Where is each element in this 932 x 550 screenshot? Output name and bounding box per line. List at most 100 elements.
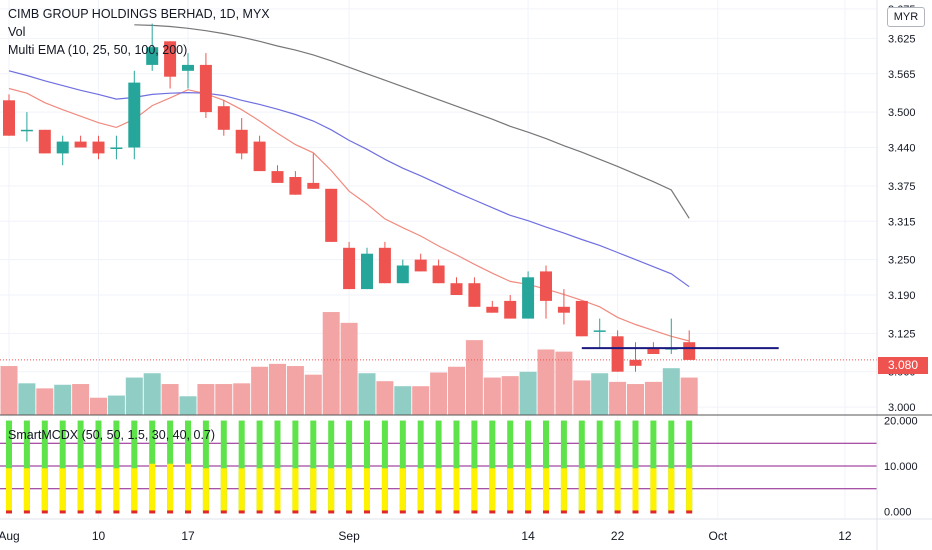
candle-body xyxy=(289,177,302,195)
indicator-green-bar xyxy=(274,420,281,512)
support-line xyxy=(0,347,877,361)
y-tick-label: 3.375 xyxy=(888,181,916,193)
indicator-red-bar xyxy=(614,510,621,514)
indicator-red-bar xyxy=(292,510,299,514)
indicator-green-bar xyxy=(453,420,460,512)
candle-body xyxy=(504,300,517,319)
indicator-red-bar xyxy=(435,510,442,514)
indicator-yellow-bar xyxy=(668,468,675,512)
indicator-label[interactable]: SmartMCDX (50, 50, 1.5, 30, 40, 0.7) xyxy=(8,428,216,442)
indicator-yellow-bar xyxy=(614,468,621,512)
indicator-yellow-bar xyxy=(399,468,406,512)
ema-25-line xyxy=(8,70,690,288)
indicator-green-bar xyxy=(614,420,621,512)
volume-bar xyxy=(483,377,501,415)
indicator-green-bar xyxy=(489,420,496,512)
indicator-red-bar xyxy=(167,510,174,514)
ema-label[interactable]: Multi EMA (10, 25, 50, 100, 200) xyxy=(8,43,188,57)
indicator-red-bar xyxy=(185,510,191,514)
indicator-red-bar xyxy=(328,510,335,514)
indicator-green-bar xyxy=(131,420,138,512)
y-tick-label: 3.565 xyxy=(888,69,916,81)
indicator-y-tick-label: 0.000 xyxy=(884,506,912,518)
indicator-red-bar xyxy=(471,510,478,514)
indicator-yellow-bar xyxy=(525,468,532,512)
ema-50-line xyxy=(134,24,690,219)
candle-body xyxy=(128,82,141,148)
indicator-red-bar xyxy=(578,510,585,514)
indicator-red-bar xyxy=(346,510,353,514)
candle-body xyxy=(235,129,248,154)
candle-body xyxy=(575,300,588,337)
symbol-title[interactable]: CIMB GROUP HOLDINGS BERHAD, 1D, MYX xyxy=(8,7,270,21)
volume-bar xyxy=(233,383,251,415)
indicator-yellow-bar xyxy=(274,468,281,512)
indicator-yellow-bar xyxy=(507,468,514,512)
y-tick-label: 3.250 xyxy=(888,255,916,267)
indicator-yellow-bar xyxy=(417,468,424,512)
candle-body xyxy=(110,147,123,149)
x-tick-label: Oct xyxy=(709,529,728,543)
volume-bar xyxy=(358,373,376,415)
volume-bar xyxy=(662,368,680,415)
volume-bar xyxy=(72,384,90,415)
candle-body xyxy=(325,188,338,242)
indicator-red-bar xyxy=(507,510,514,514)
indicator-red-bar xyxy=(113,510,120,514)
indicator-red-bar xyxy=(417,510,424,514)
indicator-green-bar xyxy=(59,420,66,512)
indicator-yellow-bar xyxy=(220,468,227,512)
indicator-green-bar xyxy=(346,420,353,512)
volume-label[interactable]: Vol xyxy=(8,25,26,39)
candle-body xyxy=(343,247,356,290)
indicator-green-bar xyxy=(632,420,639,512)
indicator-red-bar xyxy=(256,510,263,514)
volume-bar xyxy=(251,366,269,415)
indicator-red-bar xyxy=(274,510,281,514)
x-tick-label: Sep xyxy=(338,529,360,543)
volume-bar xyxy=(537,349,555,415)
indicator-red-bar xyxy=(686,510,693,514)
indicator-red-bar xyxy=(41,510,48,514)
currency-button[interactable]: MYR xyxy=(887,7,925,27)
indicator-red-bar xyxy=(650,510,657,514)
last-price-tag: 3.080 xyxy=(878,357,928,374)
indicator-yellow-bar xyxy=(364,468,370,512)
indicator-green-bar xyxy=(596,420,603,512)
indicator-yellow-bar xyxy=(453,468,460,512)
candle-body xyxy=(522,277,535,319)
indicator-green-bar xyxy=(578,420,585,512)
indicator-green-bar xyxy=(41,420,48,512)
candle-body xyxy=(378,247,391,284)
indicator-yellow-bar xyxy=(328,468,335,512)
volume-bar xyxy=(107,395,125,415)
volume-bar xyxy=(215,384,233,415)
volume-bar xyxy=(430,372,448,415)
indicator-green-bar xyxy=(202,420,209,512)
indicator-red-bar xyxy=(560,510,567,514)
indicator-red-bar xyxy=(381,510,388,514)
indicator-yellow-bar xyxy=(346,468,353,512)
indicator-yellow-bar xyxy=(23,468,30,512)
candle-body xyxy=(468,283,481,307)
volume-bar xyxy=(412,386,430,415)
indicator-green-bar xyxy=(95,420,102,512)
candle-body xyxy=(253,141,266,172)
indicator-yellow-bar xyxy=(650,468,657,512)
indicator-yellow-bar xyxy=(77,468,84,512)
volume-bar xyxy=(555,351,573,415)
indicator-yellow-bar xyxy=(310,468,317,512)
volume-bar xyxy=(125,377,143,415)
indicator-yellow-bar xyxy=(131,468,138,512)
indicator-yellow-bar xyxy=(543,468,549,512)
volume-bar xyxy=(376,381,394,415)
candle-body xyxy=(611,336,624,372)
indicator-green-bar xyxy=(668,420,675,512)
candle-body xyxy=(199,64,212,113)
candle-body xyxy=(647,348,660,354)
indicator-red-bar xyxy=(202,510,209,514)
indicator-yellow-bar xyxy=(292,468,299,512)
candles xyxy=(3,23,696,372)
indicator-bars xyxy=(0,420,877,514)
